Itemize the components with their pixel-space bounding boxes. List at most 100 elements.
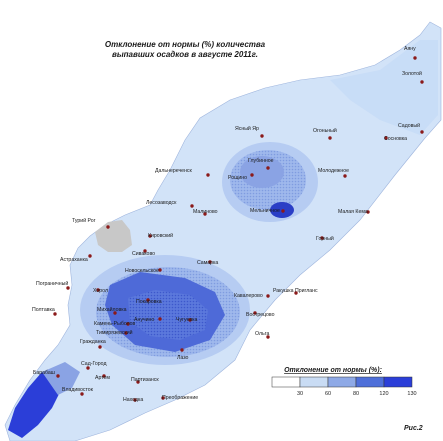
station-dot: [260, 134, 264, 138]
station-label: Преображение: [162, 395, 198, 401]
station-label: Аяну: [404, 46, 416, 52]
station-dot: [384, 136, 388, 140]
station-label: Покаровка: [136, 299, 162, 305]
legend-swatch: [383, 376, 413, 388]
station-label: Горный: [316, 235, 334, 242]
legend-swatch: [271, 376, 301, 388]
station-label: Малиново: [193, 209, 218, 215]
legend-tick: 130: [407, 391, 416, 397]
station-label: Гражданка: [80, 339, 106, 345]
station-dot: [366, 210, 370, 214]
station-dot: [253, 311, 257, 315]
station-label: Партизанск: [131, 377, 159, 383]
station-label: Астраханка: [60, 257, 88, 263]
station-dot: [136, 380, 140, 384]
station-label: Рощино: [228, 175, 247, 181]
station-label: Ракушка Пригланс: [273, 288, 318, 294]
station-label: Владивосток: [62, 387, 94, 393]
station-dot: [281, 209, 285, 213]
station-dot: [102, 374, 106, 378]
station-label: Ольга: [255, 331, 269, 337]
station-dot: [113, 311, 117, 315]
station-label: Лесозаводск: [146, 200, 177, 206]
station-dot: [208, 260, 212, 264]
legend-swatches: [271, 376, 413, 388]
legend: Отклонение от нормы (%): 30 60 80 120 130: [271, 367, 417, 397]
station-dot: [413, 56, 417, 60]
legend-ticks: 30 60 80 120 130: [297, 391, 417, 397]
station-label: Сад-Город: [81, 361, 106, 367]
map-title: Отклонение от нормы (%) количества выпав…: [40, 40, 330, 60]
station-label: Малая Кема: [338, 209, 368, 215]
station-dot: [148, 234, 152, 238]
legend-tick: 30: [297, 391, 303, 397]
station-dot: [86, 366, 90, 370]
map-title-line2: выпавших осадков в августе 2011г.: [111, 50, 258, 59]
station-dot: [80, 392, 84, 396]
station-label: Мельничное: [250, 208, 280, 214]
station-label: Золотой: [402, 70, 422, 77]
station-dot: [250, 173, 254, 177]
station-dot: [206, 173, 210, 177]
station-label: Чугуевка: [176, 317, 198, 323]
legend-swatch: [355, 376, 385, 388]
station-dot: [53, 312, 57, 316]
station-label: Огоньный: [313, 127, 337, 134]
station-dot: [420, 130, 424, 134]
station-dot: [320, 236, 324, 240]
anomaly-zone-north-core: [240, 156, 284, 188]
station-label: Анучино: [134, 317, 154, 323]
legend-tick: 60: [325, 391, 331, 397]
station-dot: [294, 291, 298, 295]
station-dot: [158, 317, 162, 321]
station-dot: [146, 298, 150, 302]
station-label: Сосновка: [384, 136, 407, 142]
station-label: Садовый: [398, 122, 420, 129]
station-label: Тимирязевский: [96, 329, 133, 336]
station-label: Находка: [123, 397, 143, 403]
station-label: Сиваково: [132, 251, 155, 257]
station-label: Кавалерово: [234, 293, 263, 299]
station-label: Самарка: [197, 260, 218, 266]
station-label: Артем: [95, 375, 110, 381]
station-dot: [143, 249, 147, 253]
station-dot: [96, 288, 100, 292]
map-title-line1: Отклонение от нормы (%) количества: [104, 40, 266, 49]
station-label: Молодежное: [318, 168, 349, 174]
station-label: Турий Рог: [72, 217, 96, 224]
legend-swatch: [299, 376, 329, 388]
station-dot: [161, 396, 165, 400]
station-dot: [106, 225, 110, 229]
station-dot: [180, 348, 184, 352]
station-label: Вострецово: [246, 312, 275, 318]
station-dot: [203, 212, 207, 216]
station-dot: [66, 286, 70, 290]
station-dot: [343, 174, 347, 178]
station-dot: [126, 322, 130, 326]
station-label: Глубинное: [248, 158, 274, 164]
station-dot: [266, 335, 270, 339]
legend-swatch: [327, 376, 357, 388]
station-dot: [266, 294, 270, 298]
station-label: Михайловка: [97, 306, 127, 313]
figure-label: Рис.2: [404, 425, 423, 432]
station-label: Ясный Яр: [235, 125, 259, 132]
zone-north-light: [330, 40, 438, 135]
anomaly-zone-coast: [8, 372, 60, 438]
station-dot: [420, 80, 424, 84]
legend-tick: 80: [353, 391, 359, 397]
station-label: Дальнереченск: [155, 168, 193, 174]
station-dot: [328, 136, 332, 140]
stations-layer: Аяну Золотой Садовый Ясный Яр Огоньный Соснов…: [32, 46, 424, 403]
station-label: Хорол: [93, 288, 108, 294]
anomaly-zone-coast-mid: [42, 362, 80, 395]
station-label: Пограничный: [36, 280, 68, 287]
station-label: Кировский: [148, 232, 173, 239]
station-label: Полтавка: [32, 307, 55, 313]
station-dot: [56, 374, 60, 378]
station-label: Лазо: [177, 355, 189, 361]
station-label: Камень-Рыболов: [94, 321, 136, 327]
station-dot: [124, 331, 128, 335]
station-dot: [190, 204, 194, 208]
